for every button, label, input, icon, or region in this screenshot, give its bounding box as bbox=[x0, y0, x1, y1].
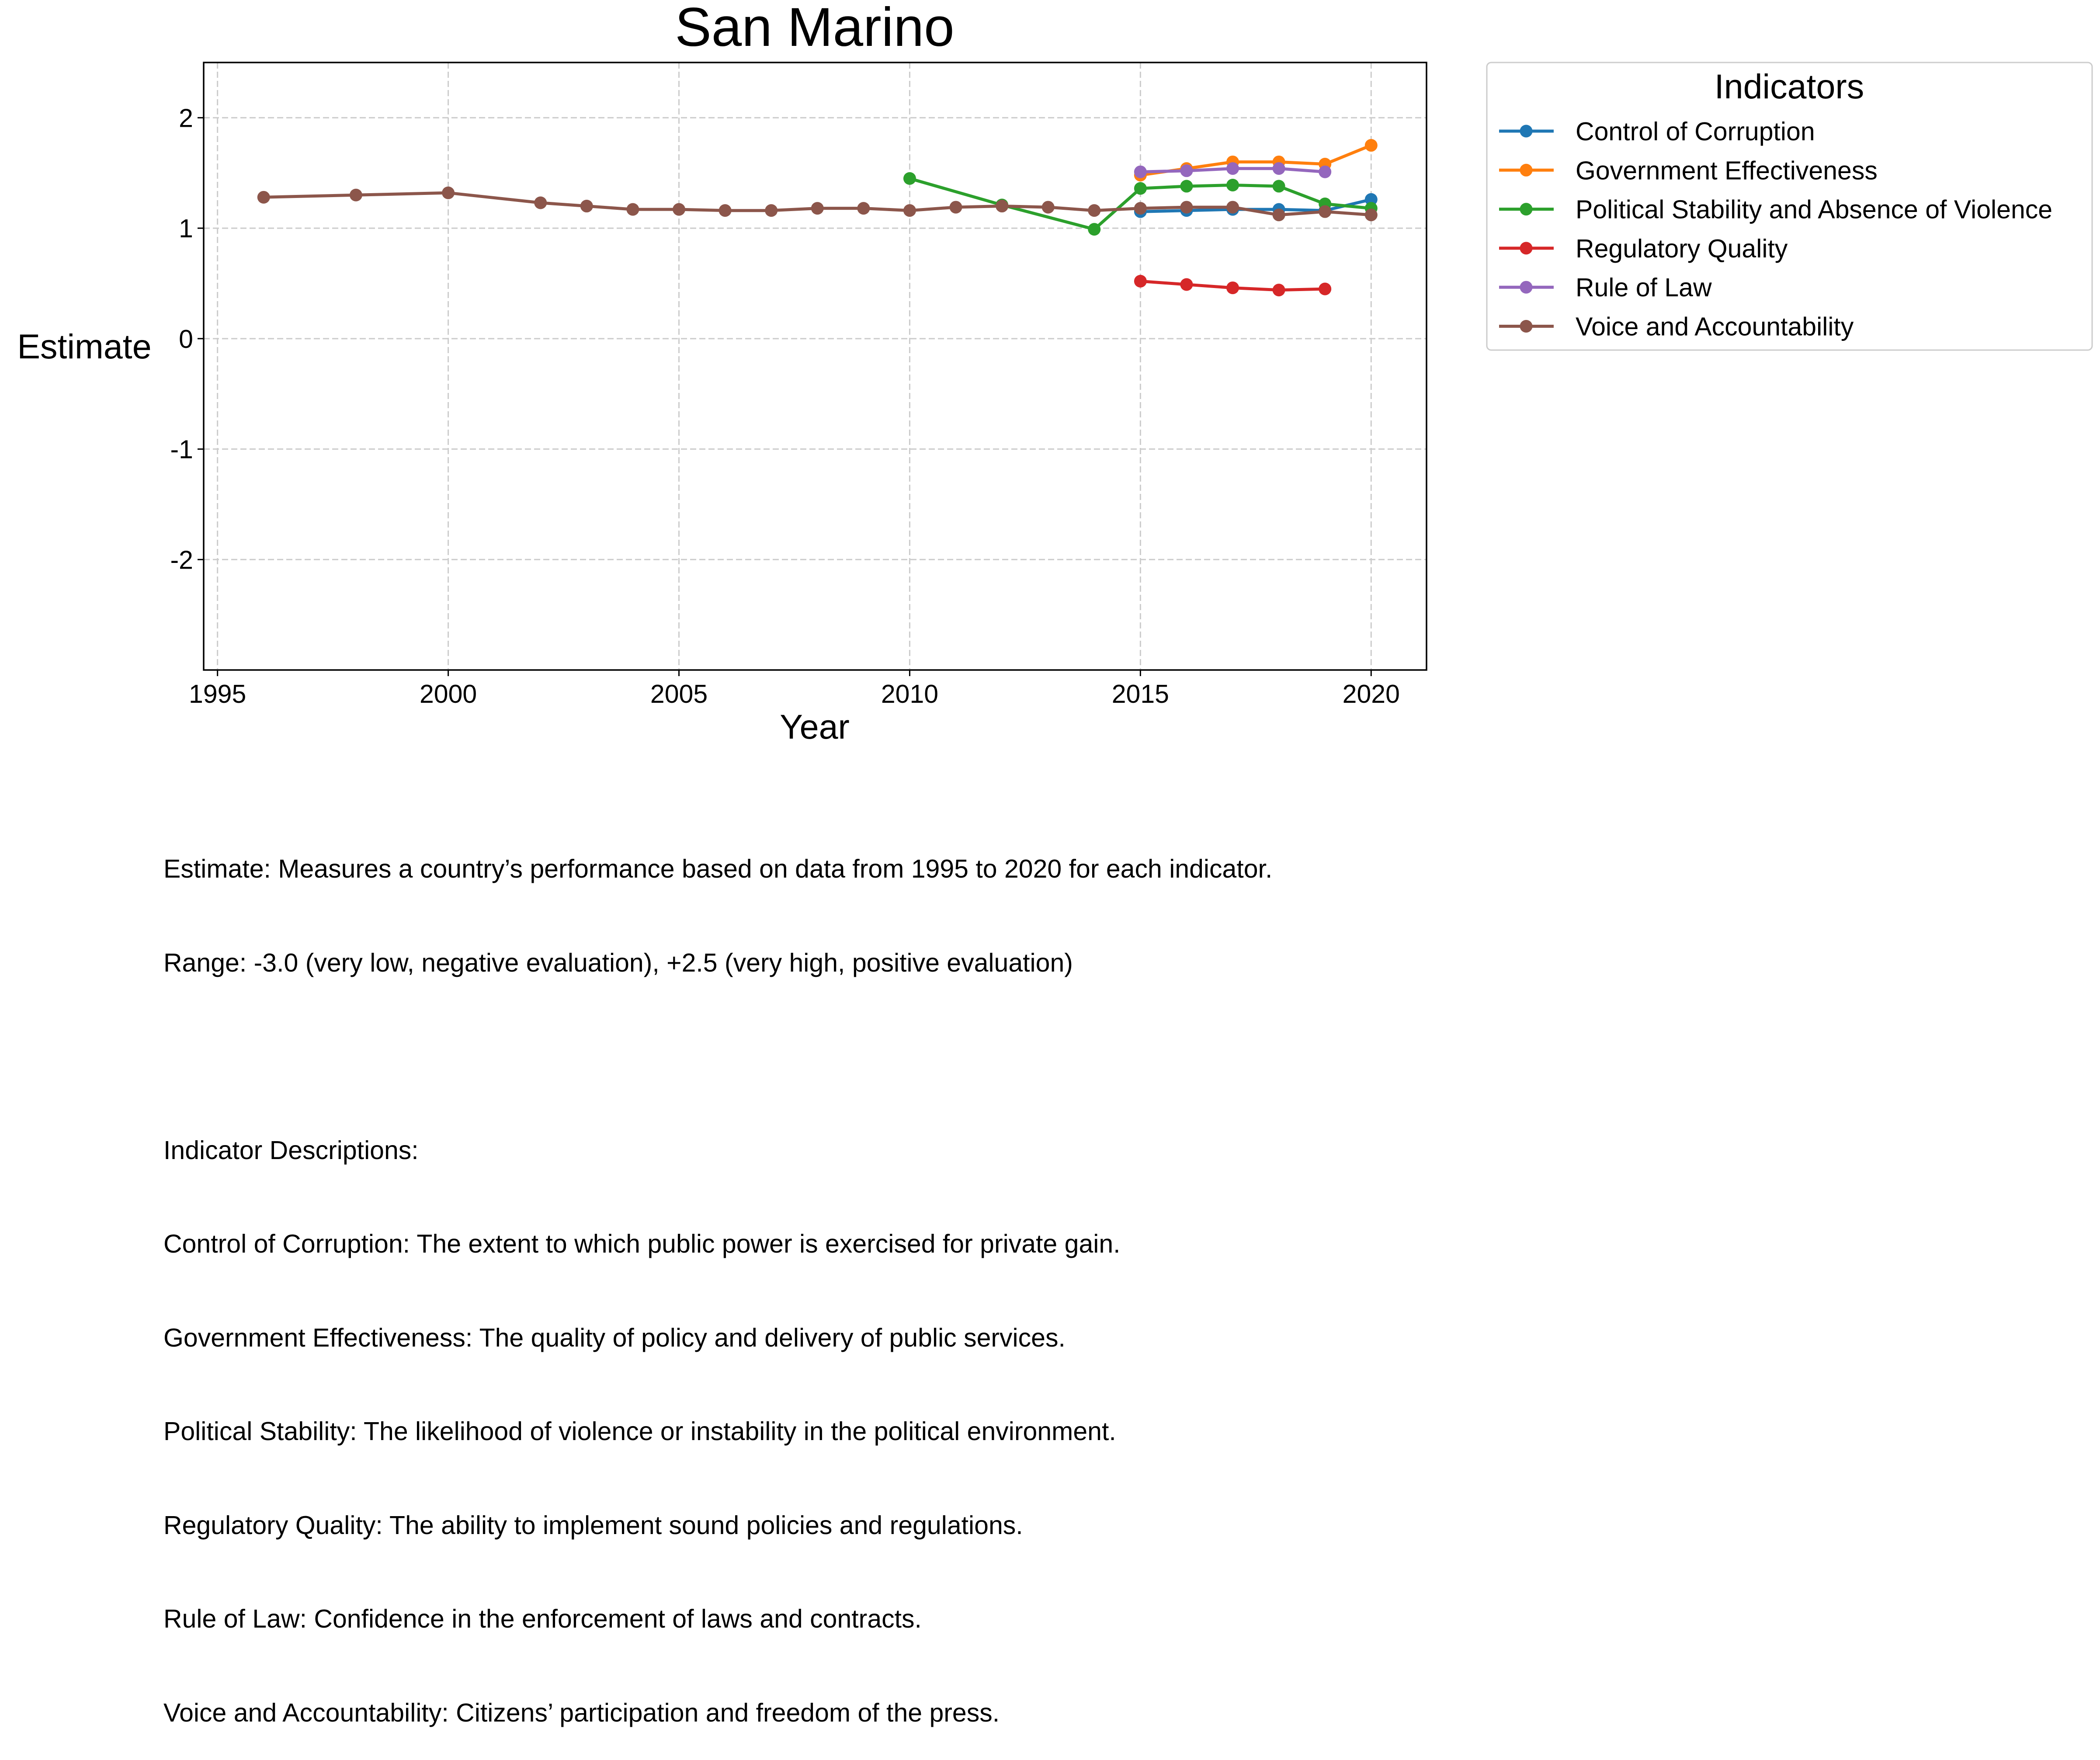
legend-item: Control of Corruption bbox=[1499, 117, 1815, 146]
note-line: Regulatory Quality: The ability to imple… bbox=[163, 1510, 1023, 1540]
series bbox=[1134, 274, 1332, 297]
series bbox=[1134, 162, 1332, 178]
data-point bbox=[1088, 204, 1101, 217]
x-tick-label: 2010 bbox=[881, 680, 938, 708]
data-point bbox=[903, 204, 916, 217]
legend-swatch-marker bbox=[1520, 125, 1533, 138]
legend-label: Political Stability and Absence of Viole… bbox=[1576, 195, 2052, 224]
note-line: Rule of Law: Confidence in the enforceme… bbox=[163, 1604, 922, 1633]
data-point bbox=[1134, 182, 1147, 195]
data-point bbox=[1180, 164, 1193, 177]
legend-swatch-marker bbox=[1520, 281, 1533, 294]
legend-item: Government Effectiveness bbox=[1499, 156, 1878, 185]
data-point bbox=[349, 188, 362, 201]
data-point bbox=[1364, 193, 1378, 206]
note-line: Political Stability: The likelihood of v… bbox=[163, 1417, 1116, 1446]
x-tick-label: 2000 bbox=[420, 680, 477, 708]
series bbox=[257, 186, 1378, 222]
legend: Indicators Control of Corruption Governme… bbox=[1486, 62, 2093, 351]
legend-swatch-marker bbox=[1520, 203, 1533, 216]
x-tick-label: 1995 bbox=[189, 680, 246, 708]
data-point bbox=[1226, 281, 1239, 295]
data-point bbox=[1180, 278, 1193, 291]
y-tick-label: -2 bbox=[170, 545, 193, 574]
line-chart: San Marino 1995 2000 2005 2010 2015 2020 -2 -1… bbox=[17, 0, 2093, 746]
data-point bbox=[1134, 202, 1147, 215]
legend-label: Rule of Law bbox=[1576, 273, 1712, 302]
series-layer bbox=[257, 139, 1378, 297]
data-point bbox=[580, 200, 593, 213]
data-point bbox=[1134, 165, 1147, 178]
data-point bbox=[1226, 162, 1239, 175]
y-tick-label: 1 bbox=[179, 214, 193, 243]
x-tick-label: 2005 bbox=[650, 680, 708, 708]
data-point bbox=[1272, 208, 1285, 222]
data-point bbox=[673, 203, 686, 216]
data-point bbox=[811, 202, 824, 215]
data-point bbox=[1319, 165, 1332, 178]
x-axis-label: Year bbox=[780, 707, 850, 746]
data-point bbox=[857, 202, 870, 215]
data-point bbox=[442, 186, 455, 199]
x-axis: 1995 2000 2005 2010 2015 2020 bbox=[189, 670, 1400, 708]
note-line: Voice and Accountability: Citizens’ part… bbox=[163, 1698, 1000, 1727]
data-point bbox=[1180, 201, 1193, 214]
series bbox=[1134, 139, 1378, 182]
y-axis-label: Estimate bbox=[17, 327, 151, 366]
data-point bbox=[1272, 180, 1285, 193]
y-axis: -2 -1 0 1 2 bbox=[170, 104, 204, 574]
data-point bbox=[1226, 179, 1239, 192]
data-point bbox=[534, 196, 547, 209]
note-line: Government Effectiveness: The quality of… bbox=[163, 1323, 1066, 1352]
series-line bbox=[262, 191, 1373, 217]
x-tick-label: 2020 bbox=[1343, 680, 1400, 708]
data-point bbox=[1272, 284, 1285, 297]
note-line: Indicator Descriptions: bbox=[163, 1135, 419, 1165]
chart-title: San Marino bbox=[675, 0, 954, 58]
legend-label: Voice and Accountability bbox=[1576, 312, 1854, 341]
note-line: Range: -3.0 (very low, negative evaluati… bbox=[163, 948, 1073, 977]
legend-item: Regulatory Quality bbox=[1499, 234, 1788, 263]
data-point bbox=[626, 203, 639, 216]
data-point bbox=[903, 172, 916, 185]
note-line: Estimate: Measures a country’s performan… bbox=[163, 854, 1273, 883]
y-tick-label: 2 bbox=[179, 104, 193, 132]
data-point bbox=[1364, 208, 1378, 222]
y-tick-label: 0 bbox=[179, 325, 193, 354]
legend-label: Control of Corruption bbox=[1576, 117, 1815, 146]
data-point bbox=[1180, 180, 1193, 193]
data-point bbox=[949, 201, 962, 214]
legend-swatch-marker bbox=[1520, 242, 1533, 255]
data-point bbox=[1364, 139, 1378, 152]
data-point bbox=[1319, 282, 1332, 295]
data-point bbox=[1041, 201, 1055, 214]
legend-frame bbox=[1486, 62, 2093, 351]
note-line: Control of Corruption: The extent to whi… bbox=[163, 1229, 1121, 1258]
series-line bbox=[1139, 198, 1373, 213]
data-point bbox=[765, 204, 778, 217]
plot-area-frame bbox=[203, 62, 1427, 671]
data-point bbox=[1226, 201, 1239, 214]
y-tick-label: -1 bbox=[170, 435, 193, 464]
data-point bbox=[257, 191, 270, 204]
notes-block: Estimate: Measures a country’s performan… bbox=[163, 791, 1272, 1760]
legend-item: Political Stability and Absence of Viole… bbox=[1499, 195, 2052, 224]
legend-item: Voice and Accountability bbox=[1499, 312, 1854, 341]
data-point bbox=[1134, 274, 1147, 288]
legend-label: Government Effectiveness bbox=[1576, 156, 1878, 185]
data-point bbox=[1319, 205, 1332, 218]
legend-items: Control of Corruption Government Effectiv… bbox=[1499, 117, 2052, 341]
grid bbox=[204, 62, 1427, 670]
x-tick-label: 2015 bbox=[1112, 680, 1169, 708]
note-line bbox=[163, 1041, 1272, 1073]
legend-label: Regulatory Quality bbox=[1576, 234, 1788, 263]
legend-swatch-marker bbox=[1520, 163, 1533, 177]
legend-item: Rule of Law bbox=[1499, 273, 1712, 302]
data-point bbox=[996, 200, 1009, 213]
legend-swatch-marker bbox=[1520, 320, 1533, 333]
data-point bbox=[1088, 223, 1101, 236]
data-point bbox=[719, 204, 732, 217]
legend-title: Indicators bbox=[1715, 67, 1864, 106]
data-point bbox=[1272, 162, 1285, 175]
